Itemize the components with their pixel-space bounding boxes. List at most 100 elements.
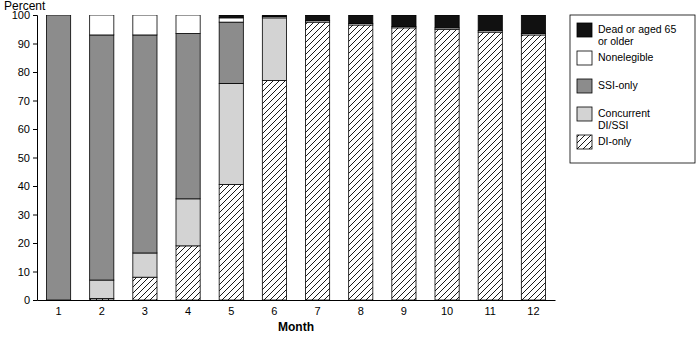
y-tick-label: 10 [18, 266, 30, 278]
y-tick-mark [33, 72, 37, 73]
legend-swatch [577, 23, 592, 37]
y-tick: 80 [18, 66, 37, 78]
x-tick-label: 4 [185, 305, 191, 317]
x-axis-line [38, 300, 556, 301]
legend-label: DI-only [598, 135, 632, 147]
bar-segment [133, 15, 157, 35]
y-tick-label: 60 [18, 123, 30, 135]
bar-segment [90, 15, 114, 35]
x-tick: 4 [185, 305, 191, 317]
bar-segment [46, 15, 70, 16]
y-tick: 40 [18, 180, 37, 192]
y-tick: 50 [18, 152, 37, 164]
y-tick-mark [33, 15, 37, 16]
bar-segment [176, 15, 200, 16]
y-axis: 0102030405060708090100 [12, 9, 38, 306]
bar-segment [176, 246, 200, 300]
y-tick-mark [33, 215, 37, 216]
bars [46, 15, 545, 300]
bar-segment [435, 29, 459, 30]
bar-segment [176, 199, 200, 246]
bar-segment [478, 32, 502, 33]
bar-segment [133, 15, 157, 16]
x-tick: 8 [358, 305, 364, 317]
bar-segment [176, 15, 200, 34]
x-tick: 10 [441, 305, 453, 317]
bar-segment [133, 35, 157, 253]
y-tick-label: 40 [18, 180, 30, 192]
y-tick: 30 [18, 209, 37, 221]
legend-label: SSI-only [598, 79, 638, 91]
x-tick-label: 10 [441, 305, 453, 317]
y-tick: 70 [18, 95, 37, 107]
bar-segment [435, 15, 459, 28]
y-tick-mark [33, 101, 37, 102]
bar-segment [435, 29, 459, 30]
y-tick: 60 [18, 123, 37, 135]
x-tick-label: 5 [228, 305, 234, 317]
bar-segment [262, 81, 286, 300]
legend-label: Nonelegible [598, 51, 654, 63]
bar-segment [478, 15, 502, 31]
y-tick-mark [33, 44, 37, 45]
bar-segment [46, 15, 70, 16]
bar-segment [305, 22, 329, 23]
y-axis-title: Percent [4, 0, 46, 13]
y-tick-label: 0 [24, 294, 30, 306]
bar-segment [521, 15, 545, 34]
bar-segment [392, 27, 416, 28]
x-tick-label: 1 [56, 305, 62, 317]
bar-segment [521, 34, 545, 35]
bar-segment [133, 277, 157, 300]
legend-swatch [577, 135, 592, 149]
y-tick-mark [33, 243, 37, 244]
y-tick-mark [33, 129, 37, 130]
legend-label: Dead or aged 65or older [598, 23, 676, 47]
bar-segment [219, 18, 243, 22]
y-tick: 0 [24, 294, 37, 306]
x-tick-label: 7 [315, 305, 321, 317]
bar-segment [219, 83, 243, 184]
legend: Dead or aged 65or older Nonelegible SSI-on… [570, 15, 695, 163]
bar-segment [392, 28, 416, 300]
bar-segment [521, 35, 545, 300]
x-tick-label: 9 [401, 305, 407, 317]
x-tick-label: 2 [99, 305, 105, 317]
y-tick-label: 90 [18, 38, 30, 50]
bar-segment [133, 253, 157, 277]
bar-segment [305, 22, 329, 300]
x-tick: 12 [527, 305, 539, 317]
x-tick: 7 [315, 305, 321, 317]
bar-segment [262, 15, 286, 16]
x-axis-title: Month [278, 320, 314, 334]
legend-label: ConcurrentDI/SSI [598, 107, 650, 131]
x-tick-label: 11 [485, 305, 496, 317]
y-tick-label: 50 [18, 152, 30, 164]
bar-segment [90, 15, 114, 16]
bar-segment [90, 280, 114, 299]
bar-segment [392, 15, 416, 26]
bar-segment [435, 29, 459, 300]
legend-swatch [577, 107, 592, 121]
x-tick-label: 12 [527, 305, 539, 317]
y-tick-label: 20 [18, 237, 30, 249]
legend-swatch [577, 79, 592, 93]
bar-segment [262, 18, 286, 81]
bar-segment [349, 15, 373, 24]
bar-segment [176, 34, 200, 199]
y-tick-label: 30 [18, 209, 30, 221]
bar-segment [262, 17, 286, 18]
x-tick: 2 [99, 305, 105, 317]
bar-segment [219, 185, 243, 300]
bar-segment [521, 34, 545, 35]
bar-segment [349, 24, 373, 25]
x-tick-label: 6 [271, 305, 277, 317]
bar-segment [219, 22, 243, 83]
x-axis: 123456789101112 [38, 301, 556, 318]
y-tick-label: 70 [18, 95, 30, 107]
y-tick-label: 80 [18, 66, 30, 78]
legend-swatch [577, 51, 592, 65]
bar-segment [478, 32, 502, 33]
x-tick-label: 8 [358, 305, 364, 317]
legend-box [570, 15, 695, 163]
